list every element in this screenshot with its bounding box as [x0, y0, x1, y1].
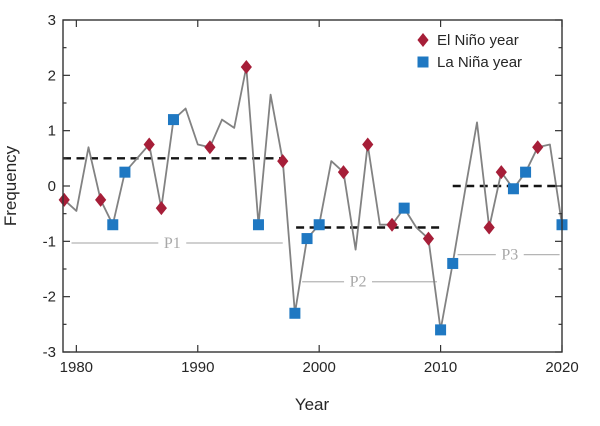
frequency-line	[63, 66, 563, 331]
el-nino-marker	[362, 137, 374, 152]
y-tick-label: -2	[43, 289, 56, 306]
x-axis-label: Year	[295, 395, 330, 414]
x-tick-label: 1990	[181, 359, 214, 376]
y-tick-label: 1	[48, 123, 56, 140]
el-nino-marker	[532, 140, 544, 155]
la-nina-marker	[119, 166, 131, 178]
x-tick-label: 2000	[302, 359, 335, 376]
y-tick-label: -3	[43, 344, 56, 361]
la-nina-marker	[252, 219, 264, 231]
el-nino-marker	[155, 201, 167, 216]
el-nino-marker	[95, 192, 107, 207]
la-nina-marker	[107, 219, 119, 231]
el-nino-marker	[495, 165, 507, 180]
el-nino-marker	[240, 60, 252, 75]
y-tick-label: 2	[48, 67, 56, 84]
la-nina-marker	[447, 257, 459, 269]
el-nino-marker	[143, 137, 155, 152]
la-nina-marker	[289, 307, 301, 319]
x-tick-label: 2020	[545, 359, 578, 376]
period-label: P1	[164, 235, 181, 252]
legend-el-nino-diamond-icon	[417, 33, 429, 47]
la-nina-marker	[301, 233, 313, 245]
period-annotations: P1 P2 P3	[63, 157, 562, 291]
la-nina-marker	[520, 166, 532, 178]
data-series	[58, 60, 568, 336]
y-tick-label: 0	[48, 178, 56, 195]
el-nino-marker	[483, 220, 495, 235]
el-nino-marker	[58, 192, 70, 207]
la-nina-marker	[435, 324, 447, 336]
el-nino-marker	[386, 217, 398, 232]
la-nina-marker	[507, 183, 519, 195]
legend: El Niño year La Niña year	[417, 32, 522, 71]
y-tick-label: -1	[43, 233, 56, 250]
la-nina-marker	[398, 202, 410, 214]
legend-item-label: La Niña year	[437, 54, 522, 71]
period-label: P3	[501, 247, 518, 264]
y-axis-label: Frequency	[1, 145, 20, 226]
la-nina-marker	[313, 219, 325, 231]
x-tick-label: 2010	[424, 359, 457, 376]
la-nina-marker	[167, 114, 179, 126]
el-nino-marker	[277, 154, 289, 169]
el-nino-marker	[337, 165, 350, 180]
legend-la-nina-square-icon	[417, 56, 429, 68]
x-tick-label: 1980	[60, 359, 93, 376]
legend-item-label: El Niño year	[437, 32, 519, 49]
el-nino-marker	[204, 140, 216, 155]
y-tick-label: 3	[48, 12, 56, 29]
el-nino-marker	[422, 231, 435, 246]
period-label: P2	[350, 274, 367, 291]
